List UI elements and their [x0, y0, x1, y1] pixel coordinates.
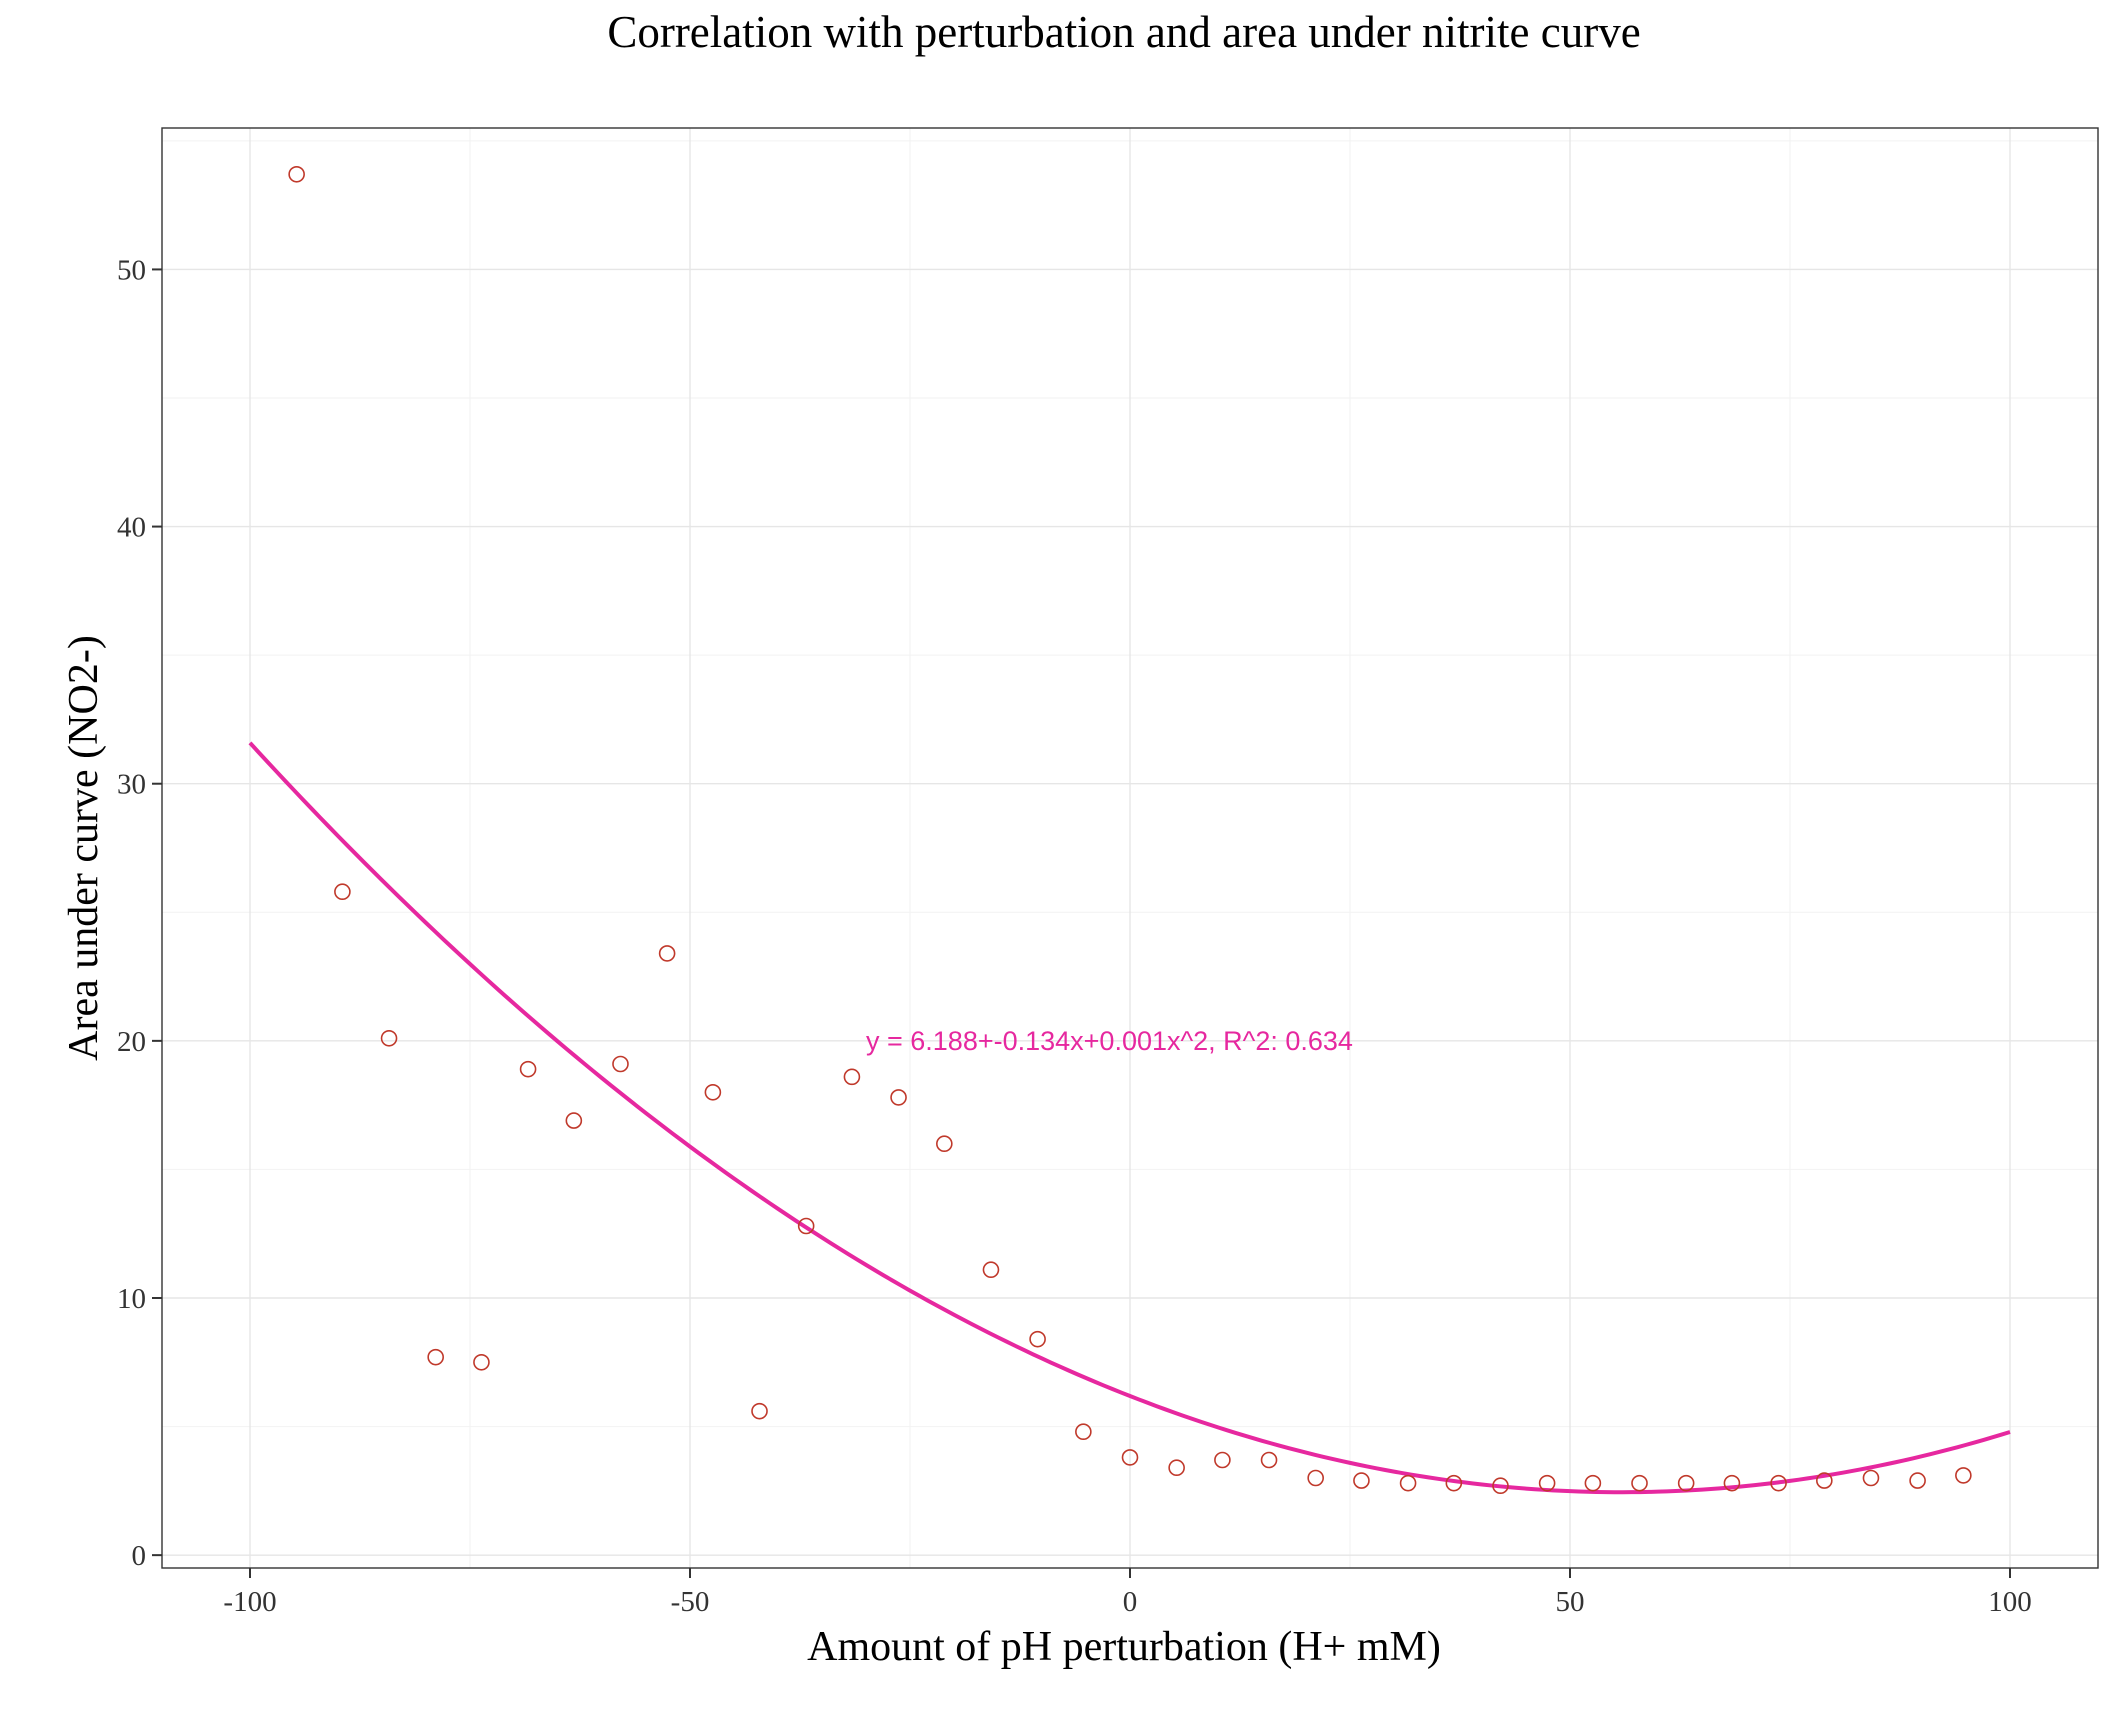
data-point — [1214, 1451, 1231, 1469]
data-point — [1353, 1472, 1370, 1489]
data-point — [890, 1089, 907, 1106]
data-point — [1029, 1330, 1046, 1348]
data-point — [380, 1029, 398, 1047]
y-tick-label: 0 — [132, 1540, 147, 1572]
data-point — [1862, 1469, 1880, 1487]
data-point — [334, 883, 351, 901]
y-axis: 0 10 20 30 40 50 — [117, 254, 162, 1572]
data-point — [1492, 1477, 1509, 1495]
data-point — [843, 1068, 861, 1086]
data-point — [1260, 1451, 1278, 1469]
data-point — [1538, 1474, 1556, 1492]
data-point — [1121, 1449, 1139, 1466]
fit-curve — [248, 741, 2011, 1495]
data-point — [1584, 1474, 1602, 1492]
data-point — [797, 1217, 815, 1235]
data-point — [1075, 1423, 1092, 1441]
data-point — [1955, 1467, 1972, 1484]
fit-curve-layer — [248, 741, 2011, 1495]
y-tick-label: 50 — [117, 254, 146, 286]
x-tick-label: 0 — [1123, 1586, 1138, 1618]
x-axis-title: Amount of pH perturbation (H+ mM) — [807, 1624, 1441, 1670]
data-point — [704, 1083, 722, 1101]
data-point — [1816, 1472, 1833, 1489]
data-point — [565, 1112, 583, 1129]
y-tick-label: 30 — [117, 769, 146, 801]
x-axis: -100 -50 0 50 100 — [223, 1568, 2032, 1618]
data-point — [658, 945, 676, 962]
data-point — [751, 1402, 768, 1420]
y-tick-label: 10 — [117, 1283, 146, 1315]
x-tick-label: -50 — [671, 1586, 710, 1618]
data-point — [1631, 1474, 1648, 1492]
data-point — [1445, 1474, 1463, 1492]
data-point — [1677, 1474, 1695, 1492]
data-point — [288, 165, 305, 183]
points-layer — [288, 165, 1972, 1495]
y-tick-label: 40 — [117, 512, 146, 544]
y-tick-label: 20 — [117, 1026, 146, 1058]
fit-equation-label: y = 6.188+-0.134x+0.001x^2, R^2: 0.634 — [866, 1026, 1353, 1056]
data-point — [982, 1261, 1000, 1279]
data-point — [473, 1353, 490, 1371]
data-point — [427, 1348, 444, 1366]
x-tick-label: -100 — [223, 1586, 276, 1618]
data-point — [936, 1135, 953, 1153]
data-point — [1307, 1469, 1324, 1487]
data-point — [1723, 1474, 1741, 1492]
data-point — [612, 1055, 629, 1073]
data-point — [519, 1060, 537, 1078]
data-point — [1909, 1472, 1926, 1489]
data-point — [1168, 1459, 1185, 1477]
y-axis-title: Area under curve (NO2-) — [61, 635, 107, 1061]
data-point — [1399, 1474, 1417, 1492]
x-tick-label: 100 — [1988, 1586, 2032, 1618]
data-point — [1770, 1474, 1787, 1492]
x-tick-label: 50 — [1556, 1586, 1585, 1618]
chart-title: Correlation with perturbation and area u… — [607, 7, 1640, 57]
grid — [162, 128, 2098, 1568]
